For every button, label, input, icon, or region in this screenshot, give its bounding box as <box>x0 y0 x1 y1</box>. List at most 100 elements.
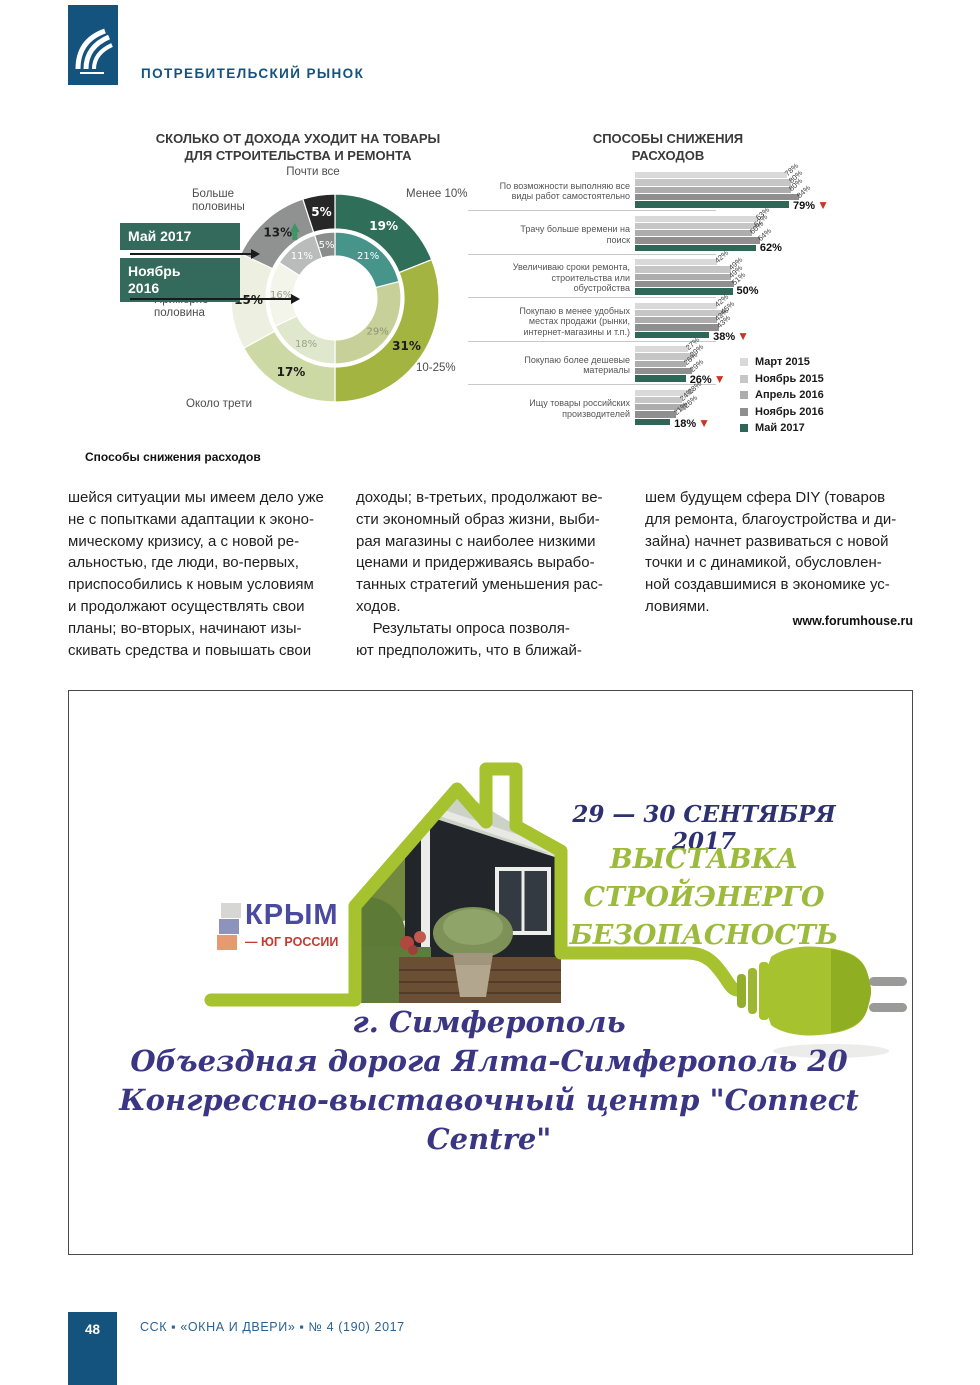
arrow-to-inner-ring <box>130 294 300 304</box>
donut-chart: СКОЛЬКО ОТ ДОХОДА УХОДИТ НА ТОВАРЫ ДЛЯ С… <box>118 126 478 451</box>
bar-Ноябрь 2016 <box>635 193 799 201</box>
bar-group-label: Увеличиваю сроки ремонта, строительства … <box>512 262 630 294</box>
legend-item: Ноябрь 2016 <box>740 404 824 421</box>
ad-graphic <box>204 762 907 1058</box>
donut-hole <box>294 257 376 339</box>
section-title: ПОТРЕБИТЕЛЬСКИЙ РЫНОК <box>141 66 365 81</box>
bar-group-bars: 78% 80% 80% 84% 79% ▼ <box>635 161 935 213</box>
donut-label-third: Около трети <box>186 398 253 410</box>
bar-group: Ищу товары российских производителей 28% 2… <box>478 379 938 431</box>
donut-chart-title: СКОЛЬКО ОТ ДОХОДА УХОДИТ НА ТОВАРЫ ДЛЯ С… <box>155 131 441 163</box>
trend-down-arrow-icon: ▼ <box>817 198 829 213</box>
exhibition-title: ВЫСТАВКА СТРОЙЭНЕРГО БЕЗОПАСНОСТЬ <box>539 841 869 955</box>
bar-Март 2015 <box>635 389 690 396</box>
donut-value-label: 16% <box>270 290 292 301</box>
bar-Март 2015 <box>635 172 788 179</box>
donut-label-morehalf: Больше половины <box>192 188 245 213</box>
krym-logo-name: КРЫМ <box>245 899 339 931</box>
krym-logo: КРЫМ — ЮГ РОССИИ <box>215 895 375 965</box>
bar-Май 2017 <box>635 201 790 208</box>
bar-group-bars: 28% 24% 26% 21% 18% ▼ <box>635 379 935 430</box>
page-number-badge: 48 <box>68 1312 117 1385</box>
bar-group: Трачу больше времени на поиск 63% 62% 60% 64… <box>478 205 938 257</box>
bar-Май 2017 <box>635 244 756 252</box>
legend-swatch <box>740 424 748 433</box>
trend-up-arrow-icon <box>289 223 300 241</box>
group-separator <box>468 297 716 298</box>
article-column-2: доходы; в-третьих, продолжают ве- сти эк… <box>356 489 603 659</box>
bar-Апрель 2016 <box>635 273 731 280</box>
donut-segment <box>302 193 336 234</box>
bar-final-value-label: 62% <box>759 241 782 254</box>
bar-group-bars: 42% 45% 42% 43% 38% ▼ <box>635 292 935 343</box>
bar-final-value-label: 38% ▼ <box>713 328 750 343</box>
exhibition-address: г. Симферополь Объездная дорога Ялта-Сим… <box>89 1003 889 1159</box>
krym-logo-tagline: — ЮГ РОССИИ <box>245 935 339 949</box>
exhibition-venue: Конгрессно-выставочный центр "Connect Ce… <box>119 1083 859 1156</box>
donut-label-less10: Менее 10% <box>406 188 468 200</box>
bar-group-bars: 27% 29% 26% 29% 26% ▼ <box>635 335 935 386</box>
bar-Ноябрь 2015 <box>635 179 791 186</box>
bar-Май 2017 <box>635 418 671 426</box>
donut-value-label: 13% <box>263 226 292 240</box>
bar-Ноябрь 2015 <box>635 353 692 360</box>
bar-group-label: По возможности выполняю все виды работ с… <box>499 180 630 202</box>
bar-Март 2015 <box>635 215 758 222</box>
bar-final-value-label: 18% ▼ <box>674 415 711 430</box>
donut-value-label: 5% <box>311 205 331 219</box>
legend-item: Апрель 2016 <box>740 387 824 404</box>
legend-item: Май 2017 <box>740 420 824 437</box>
bar-groups: По возможности выполняю все виды работ с… <box>468 161 938 440</box>
bar-Ноябрь 2016 <box>635 324 719 331</box>
group-separator <box>468 384 716 385</box>
donut-value-label: 11% <box>291 251 313 262</box>
plug-icon <box>737 946 907 1058</box>
legend-swatch <box>740 391 748 400</box>
exhibition-city: г. Симферополь <box>352 1005 626 1039</box>
exhibition-street: Объездная дорога Ялта-Симферополь 20 <box>130 1044 848 1078</box>
bar-chart: СПОСОБЫ СНИЖЕНИЯ РАСХОДОВ По возможности… <box>468 126 938 451</box>
group-separator <box>468 253 716 255</box>
legend-swatch <box>740 407 748 416</box>
group-separator <box>468 340 716 342</box>
exhibition-dates: 29 — 30 СЕНТЯБРЯ 2017 <box>572 801 836 855</box>
donut-legend-may2017: Май 2017 <box>120 223 240 250</box>
exhibition-title-line2: СТРОЙЭНЕРГО <box>583 882 825 913</box>
donut-value-label: 21% <box>357 251 379 262</box>
legend-label: Ноябрь 2015 <box>755 372 824 385</box>
bar-Ноябрь 2015 <box>635 396 682 404</box>
bar-group-label: Покупаю в менее удобных местах продажи (… <box>519 305 630 337</box>
legend-label: Май 2017 <box>755 422 805 435</box>
arrow-to-outer-ring <box>130 249 260 259</box>
article-column-1: шейся ситуации мы имеем дело уже не с по… <box>68 489 324 659</box>
bar-chart-title: СПОСОБЫ СНИЖЕНИЯ РАСХОДОВ <box>592 131 744 163</box>
bar-final-value-label: 50% <box>736 285 759 298</box>
bar-final-value-label: 79% ▼ <box>793 198 829 213</box>
bar-group-bars: 42% 49% 49% 51% 50% <box>635 248 935 299</box>
legend-label: Март 2015 <box>755 356 810 369</box>
bar-Апрель 2016 <box>635 186 791 193</box>
trend-down-arrow-icon: ▼ <box>698 415 711 430</box>
bar-Ноябрь 2016 <box>635 280 735 288</box>
donut-value-label: 19% <box>369 219 398 233</box>
bar-Ноябрь 2016 <box>635 411 676 418</box>
legend-item: Ноябрь 2015 <box>740 371 824 388</box>
donut-rings: 19% 31% 17% 15% 13% 5% 21% 29% 18% 16% 11% 5% <box>223 186 447 410</box>
donut-value-label: 29% <box>367 327 389 338</box>
bar-Ноябрь 2015 <box>635 266 731 273</box>
exhibition-title-line3: БЕЗОПАСНОСТЬ <box>569 920 839 951</box>
legend-swatch <box>740 358 748 367</box>
exhibition-title-line1: ВЫСТАВКА <box>609 844 799 875</box>
bar-group-bars: 63% 62% 60% 64% 62% <box>635 205 935 256</box>
article-column-3: шем будущем сфера DIY (товаров для ремон… <box>645 489 897 615</box>
bar-Ноябрь 2015 <box>635 309 723 317</box>
bar-group: Увеличиваю сроки ремонта, строительства … <box>478 248 938 300</box>
bar-group-label: Трачу больше времени на поиск <box>520 224 630 245</box>
donut-value-label: 18% <box>295 339 317 350</box>
donut-value-label: 31% <box>392 339 421 353</box>
bar-Апрель 2016 <box>635 404 686 411</box>
bar-Май 2017 <box>635 331 710 339</box>
bar-group-label: Ищу товары российских производителей <box>529 398 630 419</box>
krym-flag-stripe-blue <box>219 919 239 934</box>
article-source-url: www.forumhouse.ru <box>792 614 913 628</box>
